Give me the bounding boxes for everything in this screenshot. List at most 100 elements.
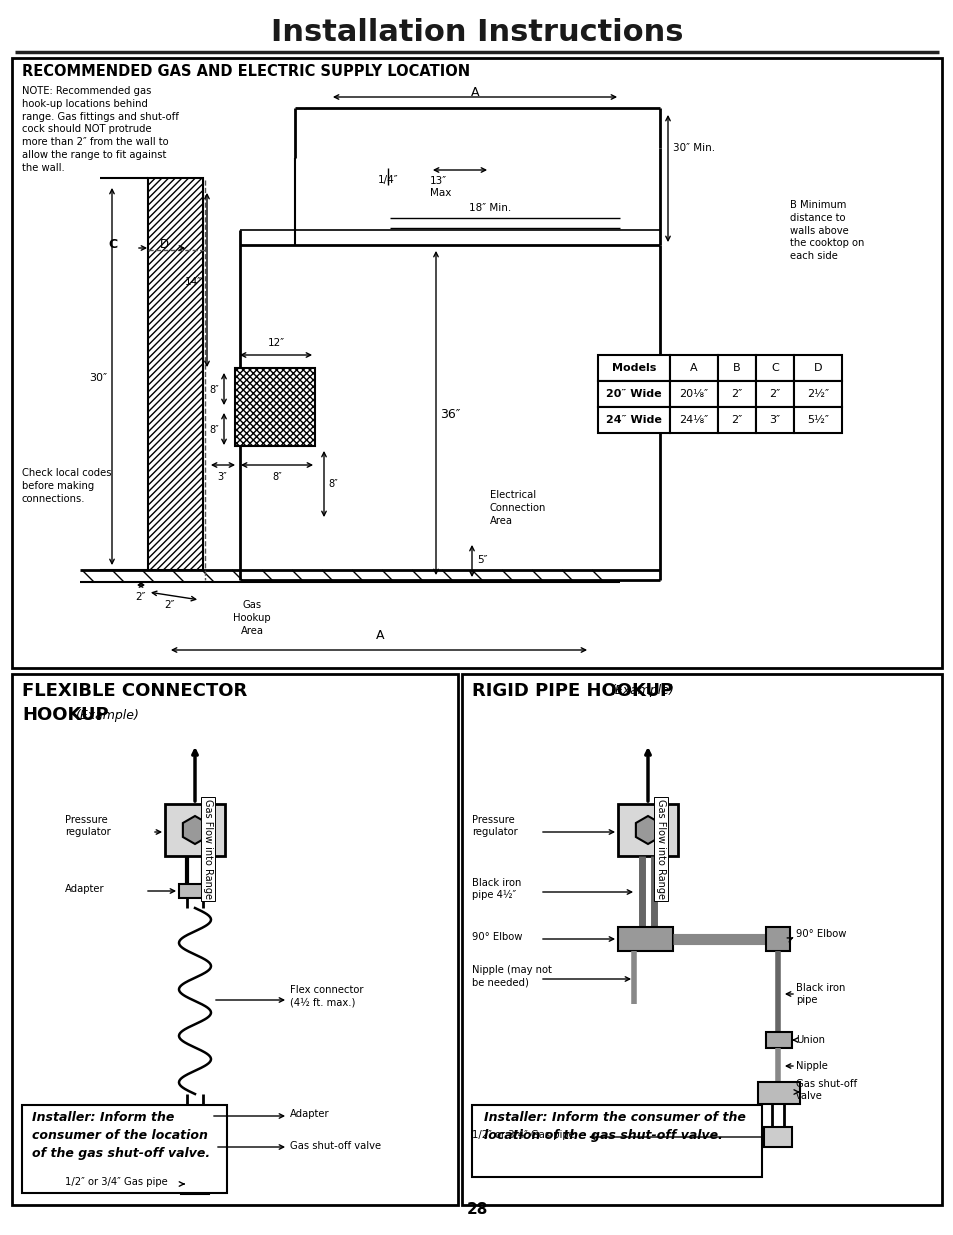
Text: 1/2″ or 3/4″ Gas pipe: 1/2″ or 3/4″ Gas pipe — [65, 1177, 168, 1187]
Text: A: A — [375, 629, 384, 642]
Text: Adapter: Adapter — [65, 884, 105, 894]
Bar — [618, 804, 678, 856]
Bar — [22, 1105, 227, 1193]
Bar — [793, 382, 841, 408]
Bar — [179, 1109, 211, 1123]
Bar — [765, 1032, 791, 1049]
Bar — [12, 58, 941, 668]
Text: Gas shut-off valve: Gas shut-off valve — [290, 1141, 381, 1151]
Bar — [718, 354, 755, 382]
Text: C: C — [108, 238, 117, 252]
Text: A: A — [470, 86, 478, 99]
Text: Flex connector
(4½ ft. max.): Flex connector (4½ ft. max.) — [290, 984, 363, 1008]
Bar — [793, 354, 841, 382]
Bar — [181, 1174, 209, 1194]
Bar — [718, 382, 755, 408]
Text: Gas Flow into Range: Gas Flow into Range — [656, 799, 665, 899]
Bar — [718, 408, 755, 433]
Bar — [618, 927, 672, 951]
Bar — [12, 674, 457, 1205]
Bar — [234, 368, 314, 446]
Text: B Minimum
distance to
walls above
the cooktop on
each side: B Minimum distance to walls above the co… — [789, 200, 863, 261]
Text: A: A — [689, 363, 697, 373]
Text: Gas Flow into Range: Gas Flow into Range — [203, 799, 213, 899]
Text: Black iron
pipe 4½″: Black iron pipe 4½″ — [472, 878, 521, 900]
Text: 8″: 8″ — [328, 479, 337, 489]
Bar — [793, 408, 841, 433]
Text: (Example): (Example) — [609, 684, 673, 697]
Text: Check local codes
before making
connections.: Check local codes before making connecti… — [22, 468, 112, 504]
Text: 1/4″: 1/4″ — [377, 175, 398, 185]
Text: HOOKUP: HOOKUP — [22, 706, 109, 724]
Bar — [174, 1139, 214, 1157]
Text: 12″: 12″ — [267, 338, 284, 348]
Text: Pressure
regulator: Pressure regulator — [472, 815, 517, 837]
Bar — [472, 1105, 761, 1177]
Text: 2″: 2″ — [768, 389, 780, 399]
Bar — [179, 884, 211, 898]
Text: D: D — [160, 238, 169, 252]
Text: Gas
Hookup
Area: Gas Hookup Area — [233, 600, 271, 636]
Text: 2″: 2″ — [165, 600, 175, 610]
Text: 8″: 8″ — [209, 385, 219, 395]
Bar — [755, 382, 793, 408]
Text: 3″: 3″ — [217, 472, 227, 482]
Text: FLEXIBLE CONNECTOR: FLEXIBLE CONNECTOR — [22, 682, 247, 700]
Text: 2″: 2″ — [731, 389, 741, 399]
Bar — [598, 408, 669, 433]
Bar — [669, 354, 718, 382]
Text: 5½″: 5½″ — [806, 415, 828, 425]
Text: 13″
Max: 13″ Max — [430, 177, 451, 198]
Text: RIGID PIPE HOOKUP: RIGID PIPE HOOKUP — [472, 682, 673, 700]
Text: 90° Elbow: 90° Elbow — [472, 932, 522, 942]
Polygon shape — [183, 816, 207, 844]
Text: 24⅛″: 24⅛″ — [679, 415, 708, 425]
Text: Installer: Inform the consumer of the
location of the gas shut-off valve.: Installer: Inform the consumer of the lo… — [483, 1112, 745, 1142]
Bar — [765, 927, 789, 951]
Text: 14″: 14″ — [185, 277, 202, 287]
Text: 1/2″ or 3/4″ Gas pipe: 1/2″ or 3/4″ Gas pipe — [472, 1130, 574, 1140]
Text: Electrical
Connection
Area: Electrical Connection Area — [490, 490, 546, 526]
Text: 8″: 8″ — [272, 472, 281, 482]
Text: Models: Models — [611, 363, 656, 373]
Bar — [763, 1128, 791, 1147]
Bar — [165, 804, 225, 856]
Bar — [148, 178, 203, 571]
Text: 3″: 3″ — [769, 415, 780, 425]
Text: Nipple: Nipple — [795, 1061, 827, 1071]
Bar — [598, 382, 669, 408]
Text: (Example): (Example) — [75, 709, 139, 722]
Text: Installer: Inform the
consumer of the location
of the gas shut-off valve.: Installer: Inform the consumer of the lo… — [32, 1112, 210, 1160]
Bar — [461, 674, 941, 1205]
Text: B: B — [733, 363, 740, 373]
Text: 8″: 8″ — [209, 425, 219, 435]
Text: Union: Union — [795, 1035, 824, 1045]
Text: Gas shut-off
valve: Gas shut-off valve — [795, 1079, 856, 1102]
Text: 30″: 30″ — [89, 373, 107, 383]
Text: 28: 28 — [466, 1202, 487, 1216]
Text: NOTE: Recommended gas
hook-up locations behind
range. Gas fittings and shut-off
: NOTE: Recommended gas hook-up locations … — [22, 86, 179, 173]
Text: 36″: 36″ — [439, 408, 460, 420]
Text: 20⅛″: 20⅛″ — [679, 389, 708, 399]
Text: Black iron
pipe: Black iron pipe — [795, 983, 844, 1005]
Bar — [669, 408, 718, 433]
Text: 2″: 2″ — [731, 415, 741, 425]
Text: Installation Instructions: Installation Instructions — [271, 19, 682, 47]
Text: 90° Elbow: 90° Elbow — [795, 929, 845, 939]
Text: C: C — [770, 363, 778, 373]
Text: 18″ Min.: 18″ Min. — [468, 203, 511, 212]
Text: Nipple (may not
be needed): Nipple (may not be needed) — [472, 965, 551, 987]
Bar — [755, 354, 793, 382]
Text: 24″ Wide: 24″ Wide — [605, 415, 661, 425]
Text: 2″: 2″ — [135, 592, 146, 601]
Bar — [598, 354, 669, 382]
Text: 5″: 5″ — [476, 555, 487, 564]
Text: Pressure
regulator: Pressure regulator — [65, 815, 111, 837]
Text: RECOMMENDED GAS AND ELECTRIC SUPPLY LOCATION: RECOMMENDED GAS AND ELECTRIC SUPPLY LOCA… — [22, 64, 470, 79]
Polygon shape — [636, 816, 659, 844]
Text: D: D — [813, 363, 821, 373]
Bar — [755, 408, 793, 433]
Text: 30″ Min.: 30″ Min. — [672, 143, 715, 153]
Text: Adapter: Adapter — [290, 1109, 330, 1119]
Bar — [669, 382, 718, 408]
